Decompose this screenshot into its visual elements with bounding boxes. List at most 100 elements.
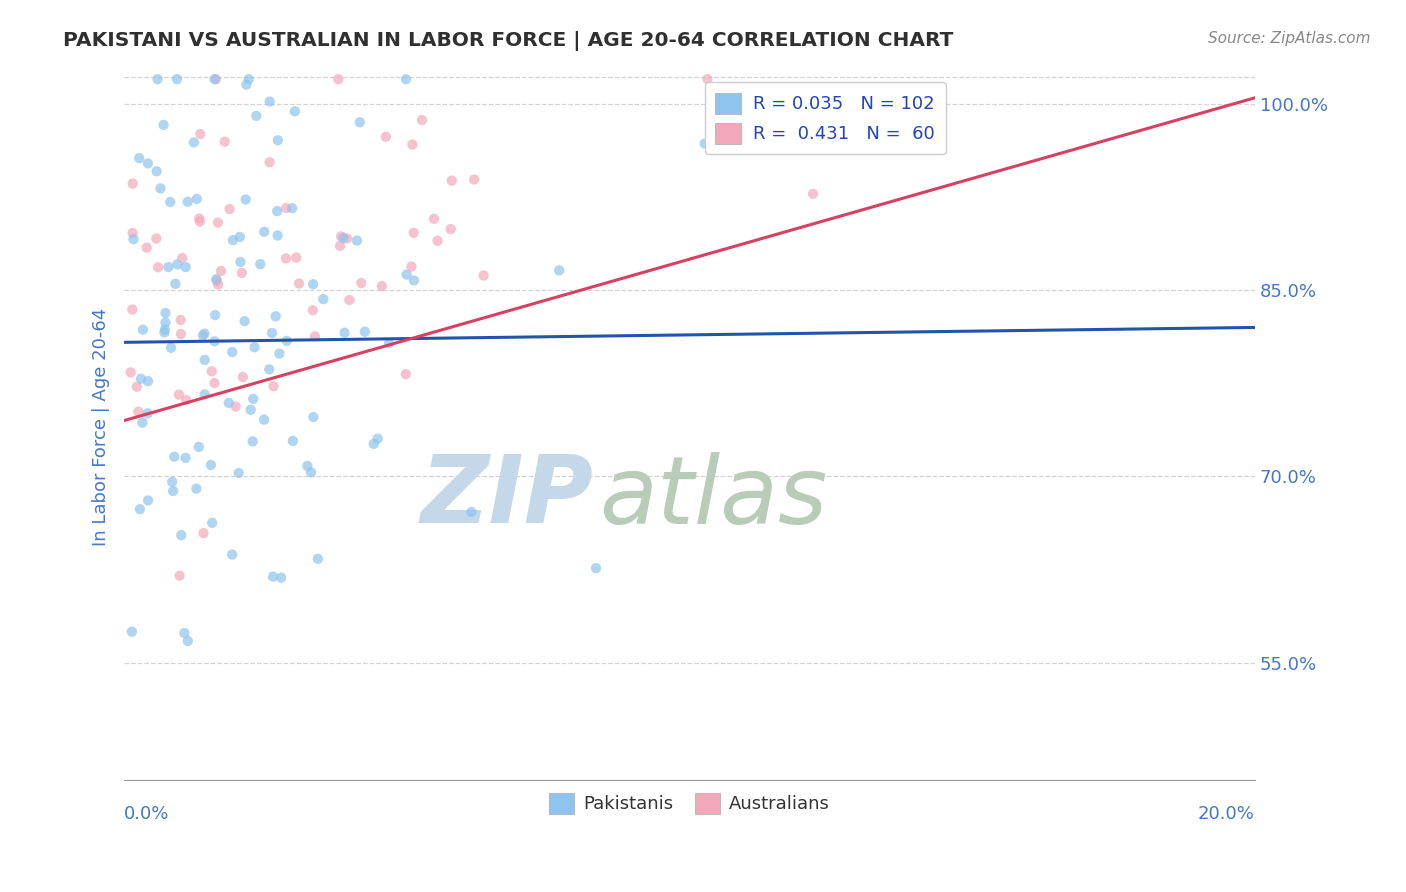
Point bbox=[378, 336, 401, 351]
Text: atlas: atlas bbox=[599, 452, 827, 543]
Point bbox=[253, 225, 276, 239]
Text: 20.0%: 20.0% bbox=[1198, 805, 1256, 823]
Point bbox=[160, 341, 183, 355]
Point bbox=[167, 387, 190, 401]
Point bbox=[174, 450, 197, 465]
Point bbox=[125, 380, 148, 394]
Point bbox=[183, 136, 205, 150]
Point bbox=[132, 323, 155, 337]
Point bbox=[153, 326, 176, 340]
Point bbox=[174, 392, 197, 407]
Point bbox=[231, 266, 253, 280]
Point bbox=[238, 72, 260, 87]
Point bbox=[187, 440, 209, 454]
Point bbox=[169, 568, 191, 582]
Point bbox=[186, 192, 208, 206]
Point bbox=[374, 129, 396, 144]
Point bbox=[301, 303, 323, 318]
Point bbox=[200, 458, 222, 472]
Point bbox=[801, 186, 824, 201]
Point bbox=[426, 234, 449, 248]
Point bbox=[146, 260, 169, 275]
Point bbox=[121, 302, 143, 317]
Y-axis label: In Labor Force | Age 20-64: In Labor Force | Age 20-64 bbox=[93, 308, 110, 546]
Point bbox=[145, 164, 167, 178]
Point bbox=[186, 482, 208, 496]
Point bbox=[191, 328, 214, 343]
Point bbox=[371, 279, 394, 293]
Point bbox=[242, 392, 264, 406]
Point bbox=[228, 466, 250, 480]
Point bbox=[302, 410, 325, 425]
Point bbox=[395, 368, 418, 382]
Point bbox=[232, 370, 254, 384]
Point bbox=[585, 561, 607, 575]
Point bbox=[131, 416, 153, 430]
Point bbox=[152, 118, 174, 132]
Point bbox=[155, 316, 177, 330]
Point bbox=[222, 233, 245, 247]
Point bbox=[269, 346, 291, 360]
Point bbox=[166, 257, 188, 271]
Point bbox=[149, 181, 172, 195]
Point bbox=[349, 115, 371, 129]
Point bbox=[204, 72, 226, 87]
Point bbox=[249, 257, 271, 271]
Point bbox=[159, 194, 181, 209]
Point bbox=[333, 326, 356, 340]
Point bbox=[260, 326, 283, 340]
Point bbox=[267, 133, 290, 147]
Point bbox=[253, 412, 276, 426]
Point bbox=[162, 475, 184, 489]
Point bbox=[121, 624, 143, 639]
Point bbox=[330, 229, 353, 244]
Point bbox=[163, 450, 186, 464]
Point bbox=[696, 72, 718, 87]
Point bbox=[312, 292, 335, 306]
Point bbox=[121, 177, 143, 191]
Point bbox=[188, 211, 211, 226]
Point bbox=[136, 156, 159, 170]
Point bbox=[332, 231, 354, 245]
Point bbox=[548, 263, 571, 277]
Point bbox=[328, 72, 350, 87]
Point bbox=[157, 260, 180, 274]
Point bbox=[201, 516, 224, 530]
Point bbox=[146, 72, 169, 87]
Point bbox=[120, 366, 142, 380]
Point bbox=[257, 362, 280, 376]
Point bbox=[225, 400, 247, 414]
Point bbox=[194, 353, 217, 368]
Point bbox=[472, 268, 495, 283]
Point bbox=[174, 260, 197, 274]
Point bbox=[288, 277, 311, 291]
Text: 0.0%: 0.0% bbox=[124, 805, 170, 823]
Point bbox=[177, 634, 200, 648]
Point bbox=[205, 272, 228, 286]
Point bbox=[218, 202, 240, 216]
Point bbox=[166, 72, 188, 87]
Point bbox=[259, 95, 281, 109]
Point bbox=[395, 72, 418, 87]
Point bbox=[281, 434, 304, 448]
Point bbox=[284, 104, 307, 119]
Point bbox=[207, 277, 229, 292]
Point bbox=[243, 340, 266, 354]
Point bbox=[245, 109, 267, 123]
Point bbox=[299, 466, 322, 480]
Point bbox=[188, 214, 211, 228]
Point bbox=[353, 325, 375, 339]
Point bbox=[350, 276, 373, 290]
Point bbox=[693, 136, 716, 151]
Point bbox=[402, 226, 425, 240]
Point bbox=[204, 376, 226, 390]
Point bbox=[122, 232, 145, 246]
Point bbox=[402, 273, 425, 287]
Point bbox=[162, 483, 184, 498]
Point bbox=[136, 493, 159, 508]
Point bbox=[128, 151, 150, 165]
Point bbox=[170, 326, 193, 341]
Point bbox=[229, 255, 252, 269]
Point bbox=[205, 274, 228, 288]
Point bbox=[367, 432, 389, 446]
